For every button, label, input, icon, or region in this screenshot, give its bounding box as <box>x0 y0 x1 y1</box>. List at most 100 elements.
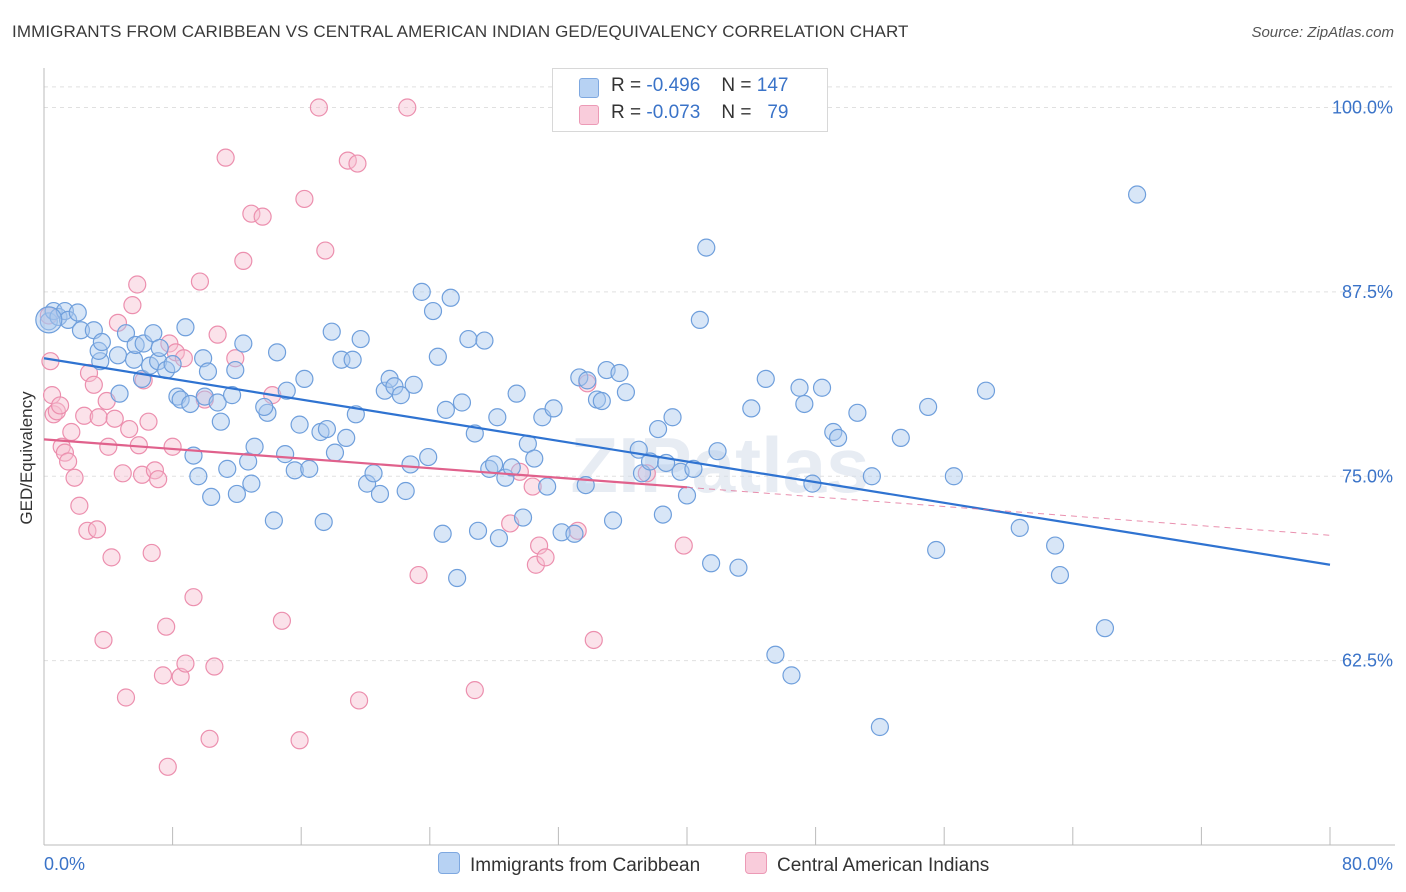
data-point-caribbean <box>690 310 709 329</box>
data-point-caribbean <box>766 645 785 664</box>
legend-r-value: -0.496 <box>646 75 701 96</box>
bottom-legend-central-american: Central American Indians <box>745 852 989 876</box>
data-point-central-american <box>530 536 549 555</box>
data-point-caribbean <box>171 390 190 409</box>
data-point-central-american <box>295 189 314 209</box>
data-point-caribbean <box>1010 518 1029 537</box>
data-point-caribbean <box>116 324 136 343</box>
data-point-caribbean <box>829 428 848 447</box>
data-point-caribbean <box>264 511 283 530</box>
data-point-central-american <box>584 630 603 650</box>
data-point-caribbean <box>489 529 509 548</box>
data-point-caribbean <box>475 331 494 350</box>
data-point-caribbean <box>944 467 963 486</box>
data-point-central-american <box>637 464 656 483</box>
data-point-central-american <box>216 148 235 167</box>
data-point-caribbean <box>677 486 697 505</box>
data-point-central-american <box>163 437 182 456</box>
data-point-central-american <box>102 548 121 567</box>
data-point-central-american <box>349 691 369 710</box>
data-point-caribbean <box>812 378 832 397</box>
data-point-caribbean <box>218 459 237 478</box>
legend-n-label: N = <box>721 75 752 96</box>
legend-r-label: R = <box>611 75 642 96</box>
data-point-caribbean <box>124 350 144 369</box>
y-tick-label: 87.5% <box>1342 282 1393 302</box>
data-point-caribbean <box>68 303 87 322</box>
series-immigrants-from-caribbean <box>35 185 1147 737</box>
data-point-caribbean <box>578 371 597 390</box>
data-point-caribbean <box>544 399 563 418</box>
data-point-central-american <box>526 555 545 574</box>
data-point-central-american <box>84 375 103 394</box>
data-point-caribbean <box>358 474 377 493</box>
data-point-caribbean <box>538 477 557 496</box>
data-point-central-american <box>200 729 219 748</box>
data-point-caribbean <box>663 408 682 427</box>
data-point-caribbean <box>824 422 843 442</box>
data-point-central-american <box>208 325 227 344</box>
data-point-caribbean <box>150 338 169 358</box>
data-point-caribbean <box>222 386 242 405</box>
data-point-central-american <box>120 419 139 439</box>
axes <box>43 68 1395 846</box>
data-point-central-american <box>316 241 335 260</box>
tick-labels: 100.0% 87.5% 75.0% 62.5% 0.0% 80.0% <box>44 98 1393 875</box>
data-point-caribbean <box>433 524 452 543</box>
data-point-central-american <box>523 477 542 496</box>
data-point-caribbean <box>742 399 761 418</box>
data-point-central-american <box>113 464 132 483</box>
data-point-central-american <box>174 349 193 368</box>
bottom-legend-caribbean: Immigrants from Caribbean <box>438 852 700 876</box>
data-point-caribbean <box>1127 185 1147 204</box>
data-point-central-american <box>128 275 147 294</box>
data-point-central-american <box>70 496 89 515</box>
data-point-central-american <box>158 757 177 776</box>
data-point-caribbean <box>653 505 672 524</box>
data-point-caribbean <box>412 282 431 301</box>
data-point-caribbean <box>729 558 748 577</box>
trend-line-central-american <box>43 438 688 489</box>
data-point-caribbean <box>202 487 221 506</box>
data-point-caribbean <box>189 467 208 486</box>
legend-r-label: R = <box>611 102 642 123</box>
data-point-caribbean <box>314 512 333 532</box>
y-axis-label: GED/Equivalency <box>17 391 36 525</box>
data-point-caribbean <box>592 391 611 411</box>
data-point-caribbean <box>862 467 881 486</box>
legend-n-value: 79 <box>767 102 789 123</box>
gridlines <box>44 86 1395 662</box>
data-point-caribbean <box>452 393 472 412</box>
data-point-caribbean <box>35 306 63 334</box>
data-point-central-american <box>290 731 309 750</box>
data-point-central-american <box>184 588 203 607</box>
legend-swatch-pink <box>579 105 599 125</box>
data-point-caribbean <box>616 383 636 402</box>
data-point-central-american <box>568 521 587 540</box>
data-point-caribbean <box>603 511 623 530</box>
data-point-caribbean <box>276 445 295 464</box>
data-point-caribbean <box>465 424 484 443</box>
data-point-caribbean <box>300 459 319 478</box>
data-point-caribbean <box>71 321 91 340</box>
legend-swatch-blue <box>579 78 599 98</box>
data-point-caribbean <box>525 449 544 468</box>
data-point-central-american <box>242 204 261 223</box>
data-point-caribbean <box>795 394 814 414</box>
legend-r-value: -0.073 <box>646 102 701 123</box>
data-point-caribbean <box>488 408 507 427</box>
source-label: Source: ZipAtlas.com <box>1251 24 1394 41</box>
trend-line-central-american-extension <box>686 486 1331 536</box>
data-point-central-american <box>409 565 428 585</box>
data-point-caribbean <box>227 484 246 504</box>
data-point-caribbean <box>198 362 218 381</box>
chart-title: IMMIGRANTS FROM CARIBBEAN VS CENTRAL AME… <box>12 22 909 41</box>
data-point-central-american <box>674 536 693 555</box>
data-point-caribbean <box>267 343 287 362</box>
data-point-caribbean <box>404 375 423 394</box>
data-point-caribbean <box>163 355 182 374</box>
data-point-caribbean <box>364 464 383 483</box>
bottom-legend-label: Central American Indians <box>777 855 990 876</box>
data-point-caribbean <box>513 508 533 527</box>
data-point-caribbean <box>110 384 129 403</box>
